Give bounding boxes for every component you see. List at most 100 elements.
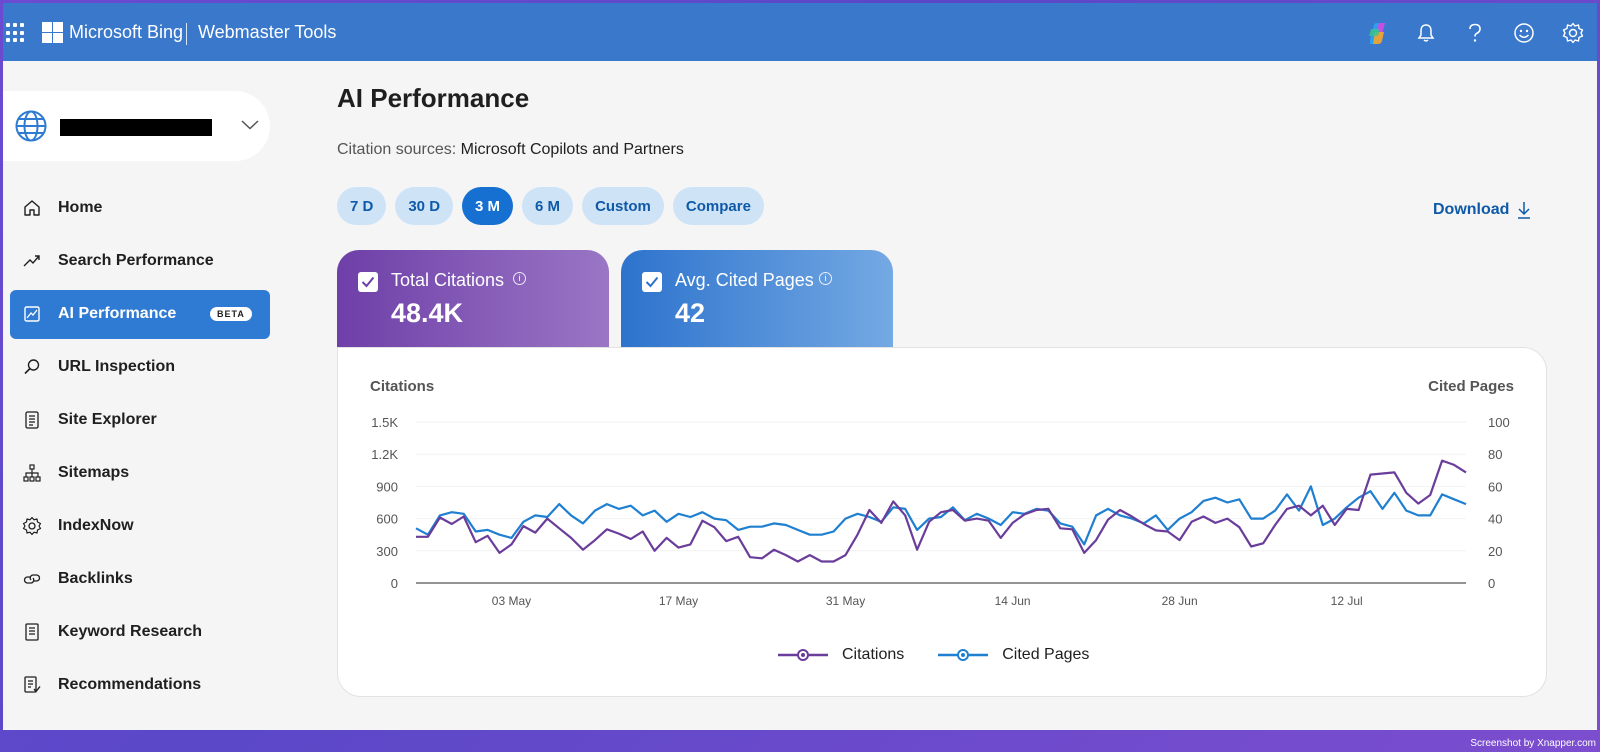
- citation-label: Citation sources:: [337, 141, 457, 158]
- legend-label-cited-pages: Cited Pages: [1002, 646, 1090, 663]
- microsoft-logo-icon: [42, 22, 63, 43]
- y-left-axis-title: Citations: [370, 378, 435, 395]
- brand-name[interactable]: Microsoft Bing: [69, 22, 184, 42]
- sidebar-item-backlinks[interactable]: Backlinks: [10, 555, 270, 604]
- link-icon: [23, 574, 41, 584]
- total-citations-card[interactable]: Total Citations i 48.4K: [337, 250, 609, 348]
- site-picker[interactable]: [3, 91, 270, 161]
- info-icon[interactable]: i: [513, 272, 526, 285]
- date-range-buttons: 7 D 30 D 3 M 6 M Custom Compare: [337, 187, 764, 225]
- x-tick-label: 31 May: [826, 594, 865, 608]
- range-7d-button[interactable]: 7 D: [337, 187, 387, 225]
- y-right-tick-label: 0: [1488, 576, 1495, 591]
- copilot-icon[interactable]: [1352, 17, 1401, 49]
- y-left-tick-label: 0: [391, 576, 398, 591]
- y-right-tick-label: 80: [1488, 447, 1502, 462]
- y-right-tick-label: 60: [1488, 479, 1502, 494]
- document-list-icon: [25, 411, 39, 429]
- help-icon[interactable]: [1450, 17, 1499, 49]
- checklist-icon: [24, 676, 41, 693]
- x-tick-label: 17 May: [659, 594, 698, 608]
- sidebar-item-sitemaps[interactable]: Sitemaps: [10, 449, 270, 498]
- search-icon: [24, 359, 40, 375]
- sidebar-item-keyword-research[interactable]: Keyword Research: [10, 608, 270, 657]
- sidebar-item-label: Backlinks: [58, 570, 133, 587]
- y-left-tick-label: 600: [376, 512, 398, 527]
- y-right-axis-title: Cited Pages: [1428, 378, 1514, 395]
- download-icon: [1518, 202, 1531, 219]
- y-right-tick-label: 40: [1488, 512, 1502, 527]
- range-6m-button[interactable]: 6 M: [522, 187, 574, 225]
- site-name-redacted: [60, 119, 212, 136]
- chevron-down-icon[interactable]: [241, 120, 259, 130]
- trend-icon: [23, 255, 40, 267]
- browser-window: Microsoft Bing Webmaster Tools: [3, 3, 1597, 730]
- x-tick-label: 12 Jul: [1331, 594, 1363, 608]
- sidebar-item-site-explorer[interactable]: Site Explorer: [10, 396, 270, 445]
- download-label: Download: [1433, 201, 1510, 218]
- brand-divider: [186, 23, 187, 45]
- x-tick-label: 03 May: [492, 594, 531, 608]
- info-icon[interactable]: i: [819, 272, 832, 285]
- chart-frame-icon: [24, 306, 40, 322]
- smiley-icon[interactable]: [1499, 17, 1548, 49]
- y-left-tick-label: 1.5K: [371, 415, 398, 430]
- product-name[interactable]: Webmaster Tools: [198, 22, 337, 42]
- chart-legend: Citations Cited Pages: [778, 646, 1089, 664]
- sidebar-item-recommendations[interactable]: Recommendations: [10, 661, 270, 710]
- y-right-tick-label: 20: [1488, 544, 1502, 559]
- y-right-tick-label: 100: [1488, 415, 1510, 430]
- bell-icon[interactable]: [1401, 17, 1450, 49]
- legend-item-cited-pages[interactable]: Cited Pages: [938, 646, 1089, 664]
- gear-icon[interactable]: [1548, 17, 1597, 49]
- legend-item-citations[interactable]: Citations: [778, 646, 904, 664]
- sidebar-item-label: URL Inspection: [58, 358, 176, 375]
- legend-marker-citations: [778, 649, 828, 661]
- sidebar-item-home[interactable]: Home: [10, 184, 270, 233]
- globe-icon: [15, 110, 47, 142]
- notes-icon: [25, 623, 39, 641]
- page-title: AI Performance: [337, 83, 530, 113]
- app-launcher-icon[interactable]: [6, 23, 26, 43]
- compare-button[interactable]: Compare: [672, 187, 764, 225]
- sidebar-item-search-performance[interactable]: Search Performance: [10, 237, 270, 286]
- sidebar-item-label: AI Performance: [58, 305, 177, 322]
- sidebar-item-label: Recommendations: [58, 676, 202, 693]
- sitemap-icon: [23, 464, 41, 482]
- top-icons: [1352, 17, 1597, 49]
- sidebar-item-label: IndexNow: [58, 517, 134, 534]
- avg-cited-pages-card[interactable]: Avg. Cited Pages i 42: [621, 250, 893, 348]
- avg-cited-pages-checkbox[interactable]: [642, 272, 662, 292]
- checkmark-icon: [645, 276, 659, 288]
- total-citations-value: 48.4K: [391, 298, 464, 328]
- citations-line: [416, 459, 1467, 563]
- range-3m-button[interactable]: 3 M: [462, 187, 514, 225]
- checkmark-icon: [361, 276, 375, 288]
- home-icon: [24, 200, 40, 216]
- legend-marker-cited-pages: [938, 649, 989, 661]
- sidebar-item-ai-performance[interactable]: AI Performance BETA: [10, 290, 270, 339]
- y-left-tick-label: 900: [376, 479, 398, 494]
- sidebar-item-label: Keyword Research: [58, 623, 203, 640]
- line-chart[interactable]: 0 300 600 900 1.2K 1.5K 0 20 40 60 80 100 03 May 17 M…: [338, 348, 1548, 648]
- download-button[interactable]: Download: [1433, 201, 1531, 219]
- range-custom-button[interactable]: Custom: [582, 187, 664, 225]
- x-tick-label: 28 Jun: [1162, 594, 1198, 608]
- watermark: Screenshot by Xnapper.com: [1470, 738, 1596, 749]
- range-30d-button[interactable]: 30 D: [395, 187, 454, 225]
- y-left-tick-label: 1.2K: [371, 447, 398, 462]
- top-bar: Microsoft Bing Webmaster Tools: [3, 3, 1597, 61]
- sidebar-item-url-inspection[interactable]: URL Inspection: [10, 343, 270, 392]
- sidebar-item-label: Sitemaps: [58, 464, 130, 481]
- avg-cited-pages-value: 42: [675, 298, 706, 328]
- sidebar-item-indexnow[interactable]: IndexNow: [10, 502, 270, 551]
- citation-sources: Citation sources: Microsoft Copilots and…: [337, 141, 684, 159]
- gear-cycle-icon: [22, 516, 42, 536]
- total-citations-checkbox[interactable]: [358, 272, 378, 292]
- sidebar-item-label: Site Explorer: [58, 411, 157, 428]
- main-content: AI Performance Citation sources: Microso…: [337, 61, 1597, 730]
- sidebar-item-label: Search Performance: [58, 252, 214, 269]
- citation-value: Microsoft Copilots and Partners: [460, 141, 684, 158]
- sidebar: Home Search Performance AI Performance B…: [3, 61, 303, 730]
- beta-badge: BETA: [210, 307, 252, 321]
